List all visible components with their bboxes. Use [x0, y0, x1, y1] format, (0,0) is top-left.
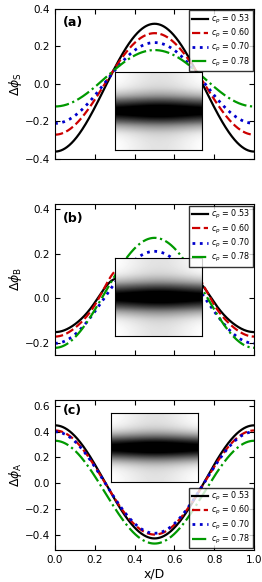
Y-axis label: $\Delta\phi_\mathrm{A}$: $\Delta\phi_\mathrm{A}$	[7, 463, 24, 487]
Text: (b): (b)	[63, 212, 84, 225]
Legend: $c_p$ = 0.53, $c_p$ = 0.60, $c_p$ = 0.70, $c_p$ = 0.78: $c_p$ = 0.53, $c_p$ = 0.60, $c_p$ = 0.70…	[189, 206, 253, 267]
Legend: $c_p$ = 0.53, $c_p$ = 0.60, $c_p$ = 0.70, $c_p$ = 0.78: $c_p$ = 0.53, $c_p$ = 0.60, $c_p$ = 0.70…	[189, 488, 253, 548]
Y-axis label: $\Delta\phi_\mathrm{B}$: $\Delta\phi_\mathrm{B}$	[7, 267, 24, 292]
Text: (a): (a)	[63, 16, 83, 29]
Legend: $c_p$ = 0.53, $c_p$ = 0.60, $c_p$ = 0.70, $c_p$ = 0.78: $c_p$ = 0.53, $c_p$ = 0.60, $c_p$ = 0.70…	[189, 10, 253, 71]
Y-axis label: $\Delta\phi_\mathrm{S}$: $\Delta\phi_\mathrm{S}$	[7, 72, 24, 96]
Text: (c): (c)	[63, 404, 82, 417]
X-axis label: x/D: x/D	[144, 567, 165, 581]
